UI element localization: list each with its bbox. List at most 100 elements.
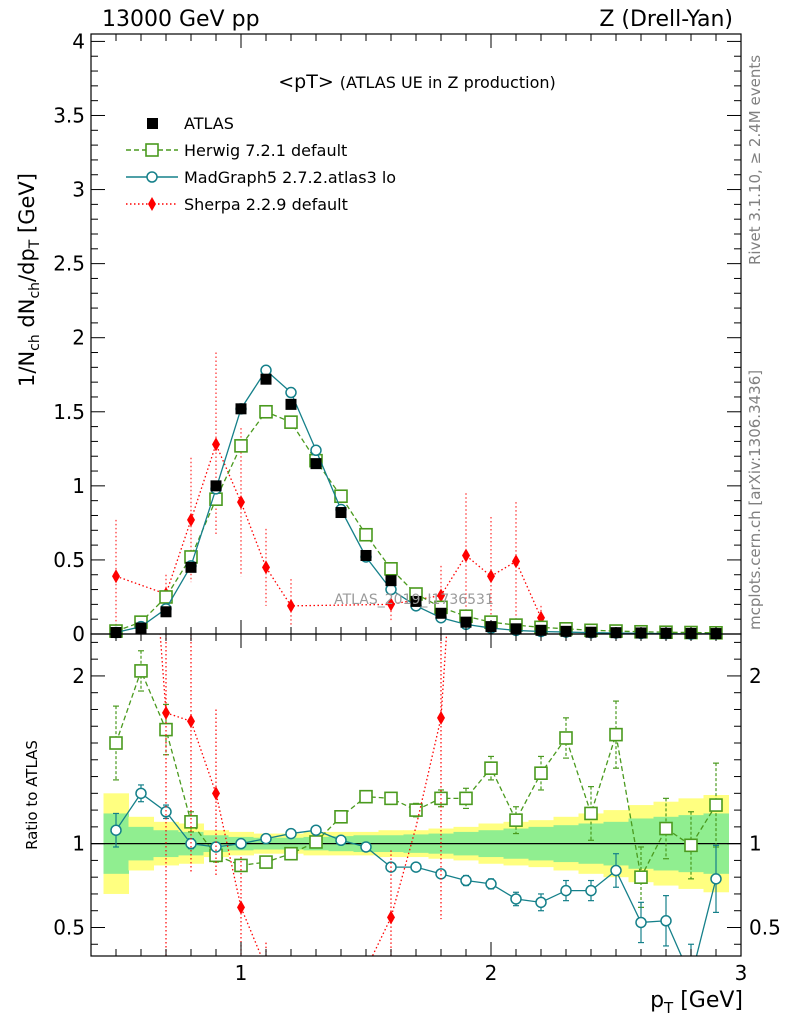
data-point-herwig	[259, 404, 273, 419]
y-tick-label: 2.5	[53, 252, 85, 276]
ratio-point-madgraph	[710, 873, 722, 885]
data-point-atlas	[410, 595, 422, 607]
ratio-point-herwig	[384, 791, 398, 806]
ratio-point-herwig	[534, 766, 548, 780]
ratio-point-herwig	[184, 815, 198, 829]
ratio-point-madgraph	[335, 834, 347, 847]
ratio-point-herwig	[259, 855, 273, 869]
ratio-point-madgraph	[235, 837, 247, 850]
ratio-point-madgraph	[135, 787, 147, 800]
header-energy: 13000 GeV pp	[102, 7, 260, 32]
data-point-atlas	[185, 561, 197, 573]
legend-madgraph-marker	[146, 171, 158, 183]
ratio-point-herwig	[134, 664, 148, 678]
ratio-y-tick-label: 1	[72, 832, 85, 856]
analysis-watermark: ATLAS_2019_I1736531	[334, 592, 494, 608]
data-point-atlas	[460, 616, 472, 628]
ratio-point-herwig	[359, 789, 373, 804]
ratio-point-herwig	[559, 731, 573, 745]
ratio-plot-content	[91, 634, 741, 956]
ratio-point-madgraph	[260, 832, 272, 845]
ratio-point-madgraph	[510, 893, 522, 905]
y-tick-label: 0.5	[53, 548, 85, 572]
data-point-atlas	[385, 575, 397, 587]
ratio-point-herwig	[484, 761, 498, 775]
data-point-atlas	[210, 480, 222, 492]
data-point-herwig	[284, 415, 298, 429]
ratio-point-madgraph	[610, 864, 622, 877]
ratio-point-madgraph	[110, 824, 122, 836]
ratio-point-herwig	[334, 810, 348, 824]
data-point-atlas	[260, 373, 272, 385]
ratio-point-herwig	[659, 821, 673, 836]
legend-sherpa-marker	[148, 197, 156, 211]
ratio-axis-ticks: 1 2 30.5 0.51 12 2	[53, 634, 781, 985]
y-tick-label: 3	[72, 178, 85, 202]
ratio-point-madgraph	[310, 824, 322, 836]
ratio-point-sherpa	[437, 710, 445, 725]
ratio-point-madgraph	[485, 878, 497, 890]
ratio-point-herwig	[609, 727, 623, 742]
ratio-y-label: Ratio to ATLAS	[23, 740, 41, 850]
ratio-y-tick-label-right: 0.5	[749, 915, 781, 939]
ratio-point-herwig	[309, 835, 323, 849]
ratio-point-herwig	[159, 722, 173, 737]
ratio-point-sherpa	[212, 786, 220, 801]
ratio-point-madgraph	[560, 884, 572, 897]
ratio-point-sherpa	[187, 714, 195, 729]
data-point-sherpa	[237, 495, 245, 510]
legend-atlas-marker	[147, 118, 158, 129]
ratio-point-herwig	[409, 803, 423, 817]
data-point-herwig	[159, 590, 173, 604]
plot-title: <pT> (ATLAS UE in Z production)	[278, 71, 555, 93]
ratio-y-tick-label-right: 1	[749, 832, 762, 856]
x-tick-label: 2	[485, 961, 498, 985]
ratio-point-madgraph	[535, 896, 547, 909]
y-tick-label: 1	[72, 474, 85, 498]
ratio-point-sherpa	[387, 910, 395, 925]
ratio-line-sherpa	[159, 634, 448, 956]
data-point-atlas	[160, 606, 172, 618]
mcplots-credit: mcplots.cern.ch [arXiv:1306.3436]	[746, 370, 764, 630]
data-point-herwig	[234, 439, 248, 453]
data-point-sherpa	[512, 554, 520, 569]
data-point-sherpa	[112, 569, 120, 584]
ratio-y-tick-label: 2	[72, 664, 85, 688]
ratio-point-madgraph	[460, 874, 472, 887]
ratio-point-madgraph	[660, 915, 672, 927]
main-panel: 0 0.5 1 1.5 2 2.5 3 3.5 4 <pT> (ATLAS UE in Z pro…	[15, 29, 742, 646]
data-point-sherpa	[212, 437, 220, 452]
data-point-atlas	[235, 403, 247, 415]
data-point-herwig	[384, 562, 398, 576]
y-tick-label: 2	[72, 326, 85, 350]
plot-title-sub: (ATLAS UE in Z production)	[340, 73, 556, 92]
data-point-madgraph	[285, 386, 297, 399]
ratio-y-tick-label-right: 2	[749, 664, 762, 688]
y-tick-label: 1.5	[53, 400, 85, 424]
ratio-point-madgraph	[585, 884, 597, 897]
data-point-sherpa	[437, 588, 445, 603]
data-point-sherpa	[262, 560, 270, 575]
y-tick-label: 4	[72, 29, 85, 53]
legend-madgraph-label: MadGraph5 2.7.2.atlas3 lo	[184, 168, 396, 187]
data-point-atlas	[335, 507, 347, 519]
y-tick-label: 3.5	[53, 103, 85, 127]
data-point-madgraph	[310, 444, 322, 457]
data-point-herwig	[359, 527, 373, 542]
ratio-panel: 1 2 30.5 0.51 12 2 Ratio to ATLAS	[23, 633, 781, 985]
data-point-sherpa	[287, 598, 295, 613]
data-point-atlas	[435, 607, 447, 619]
ratio-y-tick-label: 0.5	[53, 915, 85, 939]
ratio-point-madgraph	[635, 916, 647, 929]
main-axis-ticks: 0 0.5 1 1.5 2 2.5 3 3.5 4	[53, 29, 742, 646]
ratio-point-madgraph	[410, 861, 422, 873]
ratio-point-madgraph	[360, 841, 372, 853]
ratio-point-herwig	[634, 870, 648, 884]
ratio-point-herwig	[684, 838, 698, 853]
data-point-sherpa	[387, 597, 395, 612]
x-axis-label: pT [GeV]	[650, 988, 743, 1017]
legend-atlas-label: ATLAS	[184, 114, 234, 133]
ratio-point-herwig	[109, 736, 123, 750]
ratio-point-sherpa	[162, 705, 170, 720]
